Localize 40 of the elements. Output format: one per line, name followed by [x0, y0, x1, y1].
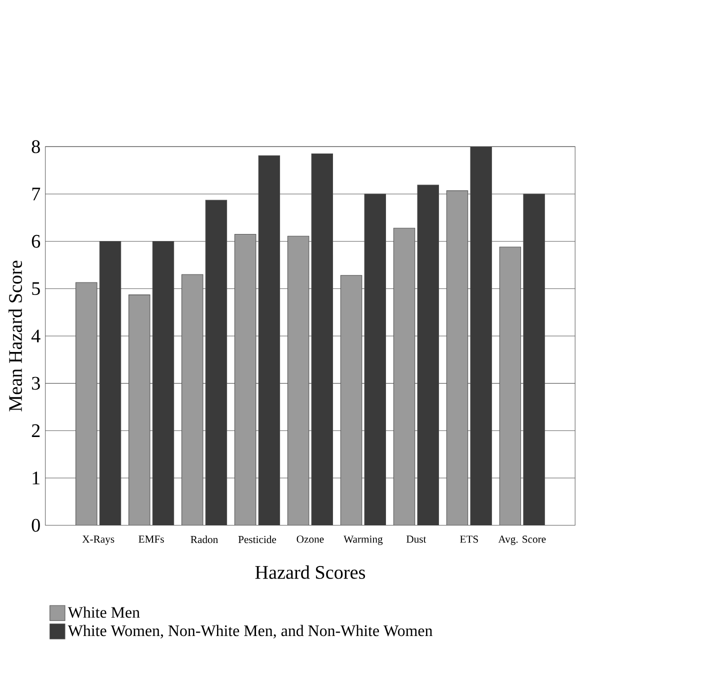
y-axis-title: Mean Hazard Score [8, 260, 22, 412]
bar [287, 236, 310, 526]
bar [152, 241, 174, 526]
x-tick-label: Pesticide [238, 536, 276, 544]
bar [523, 194, 545, 526]
x-tick-label: Ozone [296, 536, 324, 543]
bar [76, 282, 98, 526]
x-tick-label: Radon [190, 536, 218, 544]
x-tick-label: X-Rays [82, 536, 114, 545]
y-tick-label: 6 [32, 234, 40, 248]
bar [311, 153, 334, 526]
x-tick-label: Warming [344, 536, 383, 545]
bar [258, 155, 280, 526]
x-axis-title: Hazard Scores [255, 565, 366, 579]
y-tick-label: 5 [32, 282, 40, 295]
bar [393, 228, 416, 526]
bar [181, 274, 204, 526]
legend-label: White Men [68, 606, 140, 618]
bar [364, 194, 386, 526]
x-tick-label: ETS [460, 536, 478, 543]
y-tick-label: 2 [32, 424, 40, 437]
bar [205, 200, 228, 526]
y-tick-label: 1 [32, 472, 40, 484]
bar [340, 275, 362, 526]
bar [99, 241, 122, 526]
legend-label: White Women, Non-White Men, and Non-White Women [68, 624, 432, 638]
bar [128, 294, 150, 526]
y-tick-label: 7 [32, 188, 40, 200]
bar [470, 146, 492, 526]
y-tick-label: 0 [32, 518, 40, 532]
y-tick-label: 4 [31, 330, 40, 342]
x-tick-label: Avg. Score [498, 536, 546, 545]
y-tick-label: 3 [32, 376, 40, 390]
bar [417, 184, 439, 526]
x-tick-label: EMFs [138, 536, 164, 543]
bar [234, 234, 256, 526]
x-tick-label: Dust [406, 536, 426, 543]
y-tick-label: 8 [32, 140, 40, 154]
bar [446, 190, 468, 526]
bar [499, 246, 522, 526]
